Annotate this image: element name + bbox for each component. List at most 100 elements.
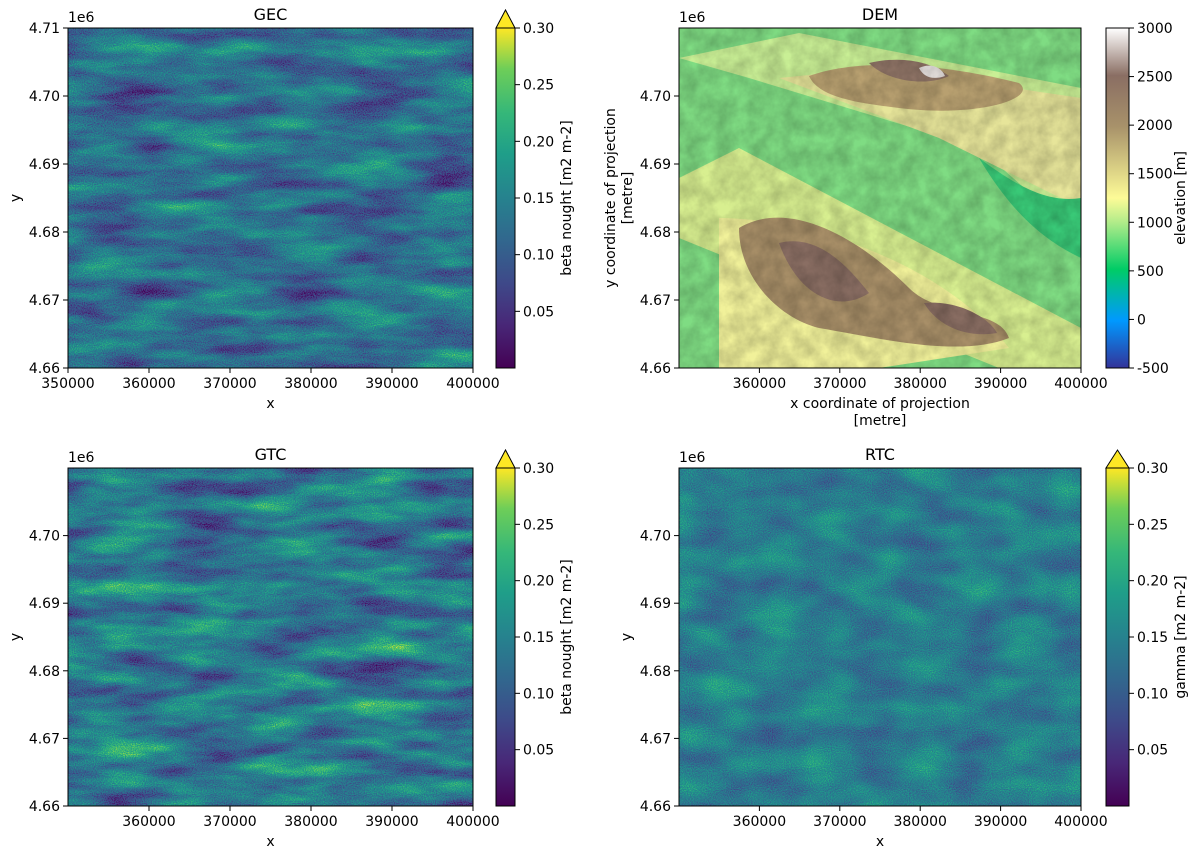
gec-xtick-label: 360000 [122, 376, 175, 392]
gtc-colorbar-extend-arrow [495, 448, 516, 469]
rtc-ytick-label: 4.68 [640, 664, 671, 680]
rtc-raster [679, 468, 1081, 806]
gtc-ytick-label: 4.66 [29, 799, 60, 815]
gtc-ytick-label: 4.67 [29, 731, 60, 747]
gtc-ytick-label: 4.68 [29, 664, 60, 680]
dem-colorbar-tick-label: 0 [1137, 312, 1146, 328]
gec-colorbar-tick-label: 0.05 [523, 304, 554, 320]
rtc-xtick-label: 400000 [1054, 814, 1107, 830]
gec-colorbar-tick-label: 0.15 [523, 191, 554, 207]
dem-xtick-label: 360000 [733, 376, 786, 392]
gec-colorbar-tick-label: 0.30 [523, 21, 554, 37]
rtc-colorbar-tick-label: 0.20 [1137, 574, 1168, 590]
rtc-colorbar-tick-label: 0.30 [1137, 461, 1168, 477]
rtc-xtick-label: 380000 [893, 814, 946, 830]
rtc-ytick-label: 4.67 [640, 731, 671, 747]
dem-colorbar [1106, 28, 1129, 368]
dem-ytick-label: 4.68 [640, 225, 671, 241]
gec-colorbar-label: beta nought [m2 m-2] [559, 120, 575, 276]
dem-xlabel: x coordinate of projection [790, 396, 970, 412]
gtc-colorbar-tick-label: 0.20 [523, 574, 554, 590]
gec-colorbar-extend-arrow [495, 8, 516, 29]
dem-colorbar-tick-label: 1000 [1137, 215, 1173, 231]
dem-ytick-label: 4.70 [640, 89, 671, 105]
rtc-xtick-label: 370000 [813, 814, 866, 830]
rtc-colorbar [1106, 468, 1129, 806]
rtc-axes-frame [678, 467, 1082, 807]
panel-dem: DEM 1e6 360000 370000 380000 390000 400000 4.66… [603, 5, 1189, 429]
gtc-colorbar-tick-label: 0.30 [523, 461, 554, 477]
gec-colorbar-tick-label: 0.20 [523, 134, 554, 150]
rtc-xtick-label: 360000 [733, 814, 786, 830]
gec-xtick-label: 380000 [284, 376, 337, 392]
dem-title: DEM [862, 5, 898, 24]
dem-ytick-label: 4.66 [640, 361, 671, 377]
gec-title: GEC [254, 5, 288, 24]
dem-colorbar-tick-label: 500 [1137, 264, 1164, 280]
rtc-colorbar-tick-label: 0.25 [1137, 517, 1168, 533]
rtc-xtick-label: 390000 [974, 814, 1027, 830]
gec-colorbar [496, 28, 515, 368]
rtc-title: RTC [865, 445, 895, 464]
gtc-colorbar-tick-label: 0.25 [523, 517, 554, 533]
gtc-colorbar-label: beta nought [m2 m-2] [559, 559, 575, 715]
dem-xlabel: [metre] [854, 413, 907, 429]
gtc-xlabel: x [266, 834, 274, 850]
dem-colorbar-label: elevation [m] [1173, 151, 1189, 245]
dem-colorbar-tick-label: 1500 [1137, 167, 1173, 183]
gec-ytick-label: 4.69 [29, 157, 60, 173]
gtc-ytick-label: 4.69 [29, 596, 60, 612]
rtc-ytick-label: 4.70 [640, 529, 671, 545]
rtc-colorbar-label: gamma [m2 m-2] [1173, 575, 1189, 698]
dem-xtick-label: 390000 [974, 376, 1027, 392]
dem-y-offset: 1e6 [679, 10, 706, 26]
panel-rtc: RTC 1e6 360000 370000 380000 390000 400000 4.66… [619, 445, 1189, 850]
gtc-xtick-label: 370000 [203, 814, 256, 830]
gtc-xtick-label: 400000 [446, 814, 499, 830]
gec-xtick-label: 370000 [203, 376, 256, 392]
gtc-title: GTC [255, 445, 287, 464]
gec-xtick-label: 400000 [446, 376, 499, 392]
gtc-colorbar-tick-label: 0.05 [523, 743, 554, 759]
dem-colorbar-tick-label: -500 [1137, 361, 1169, 377]
dem-xtick-label: 380000 [893, 376, 946, 392]
dem-axes-frame [678, 27, 1082, 369]
gtc-ytick-label: 4.70 [29, 529, 60, 545]
rtc-colorbar-tick-label: 0.05 [1137, 743, 1168, 759]
gec-raster [68, 28, 473, 368]
dem-xtick-label: 400000 [1054, 376, 1107, 392]
gtc-ylabel: y [8, 633, 24, 641]
rtc-ylabel: y [619, 633, 635, 641]
gtc-xtick-label: 390000 [365, 814, 418, 830]
rtc-colorbar-extend-arrow [1105, 449, 1130, 469]
rtc-ytick-label: 4.66 [640, 799, 671, 815]
gec-colorbar-tick-label: 0.25 [523, 78, 554, 94]
gec-ytick-label: 4.66 [29, 361, 60, 377]
gec-ytick-label: 4.71 [29, 21, 60, 37]
dem-texture [679, 28, 1081, 368]
gec-xlabel: x [266, 396, 274, 412]
gec-axes-frame [67, 27, 474, 369]
gec-colorbar-tick-label: 0.10 [523, 248, 554, 264]
gtc-y-offset: 1e6 [68, 450, 95, 466]
gtc-xtick-label: 360000 [122, 814, 175, 830]
dem-ytick-label: 4.69 [640, 157, 671, 173]
gtc-colorbar-tick-label: 0.15 [523, 630, 554, 646]
dem-ytick-label: 4.67 [640, 293, 671, 309]
gec-ylabel: y [8, 194, 24, 202]
dem-raster [679, 28, 1081, 368]
panel-gtc: GTC 1e6 360000 370000 380000 390000 400000 4.66… [8, 445, 575, 850]
dem-ylabel: [metre] [620, 172, 636, 225]
dem-colorbar-tick-label: 3000 [1137, 21, 1173, 37]
gtc-colorbar [496, 468, 515, 806]
dem-colorbar-tick-label: 2000 [1137, 118, 1173, 134]
gec-y-offset: 1e6 [68, 10, 95, 26]
dem-colorbar-frame [1105, 27, 1130, 369]
dem-xtick-label: 370000 [813, 376, 866, 392]
rtc-xlabel: x [876, 834, 884, 850]
gec-ytick-label: 4.70 [29, 89, 60, 105]
rtc-ytick-label: 4.69 [640, 596, 671, 612]
rtc-colorbar-tick-label: 0.15 [1137, 630, 1168, 646]
gec-ytick-label: 4.67 [29, 293, 60, 309]
